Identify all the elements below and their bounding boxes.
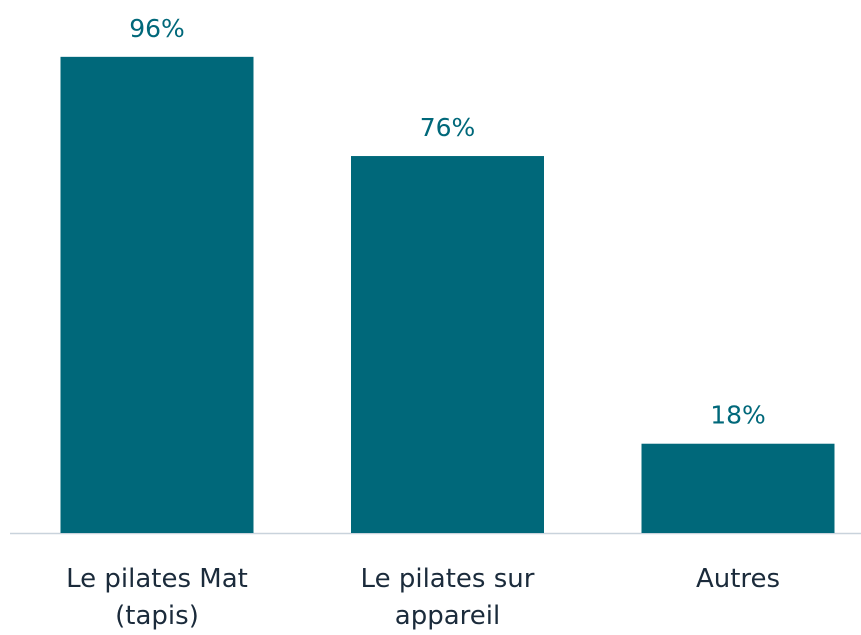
category-label: Le pilates Mat (tapis) xyxy=(66,564,248,631)
bar xyxy=(351,156,544,534)
value-label: 76% xyxy=(420,113,476,142)
bar xyxy=(641,443,835,533)
category-label: Le pilates sur appareil xyxy=(360,564,535,631)
category-label: Autres xyxy=(695,564,781,594)
value-label: 18% xyxy=(710,401,766,430)
bar xyxy=(60,56,254,534)
value-label: 96% xyxy=(129,14,185,43)
